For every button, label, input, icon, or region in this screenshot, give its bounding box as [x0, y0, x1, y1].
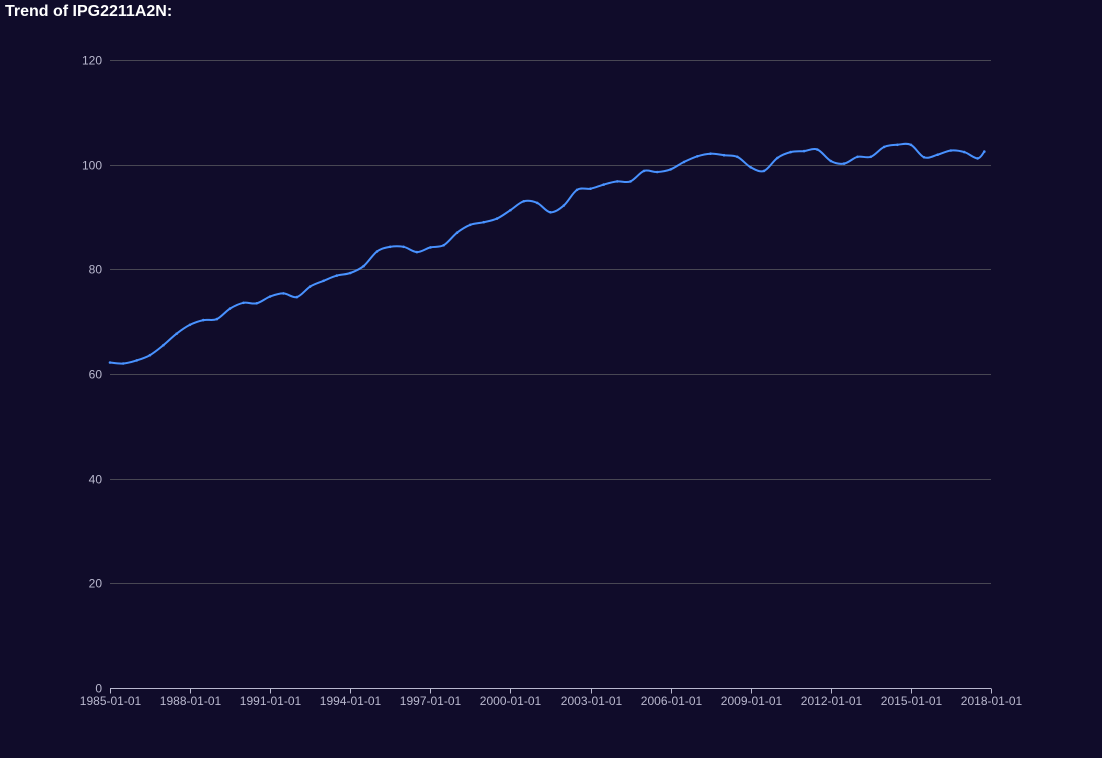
data-point	[936, 153, 939, 156]
y-tick-label: 40	[89, 473, 103, 487]
x-tick-label: 2012-01-01	[801, 694, 863, 708]
series-layer	[108, 142, 986, 365]
data-point	[736, 155, 739, 159]
data-point	[602, 183, 605, 186]
data-point	[415, 250, 419, 254]
y-tick-label: 20	[89, 577, 103, 591]
data-point	[909, 143, 913, 147]
data-point	[188, 323, 192, 327]
data-point	[349, 271, 352, 275]
data-point	[175, 332, 178, 336]
data-point	[722, 153, 726, 157]
x-tick-label: 1985-01-01	[80, 694, 142, 708]
data-point	[896, 143, 899, 147]
data-point	[922, 156, 926, 159]
data-point	[215, 317, 219, 321]
data-point	[442, 244, 445, 247]
data-point	[789, 150, 792, 154]
y-tick-label: 0	[95, 682, 102, 696]
data-point	[295, 295, 299, 299]
x-tick-label: 1994-01-01	[320, 694, 382, 708]
data-point	[842, 162, 846, 165]
x-tick-label: 2003-01-01	[561, 694, 623, 708]
data-point	[482, 220, 486, 224]
data-point	[976, 157, 979, 160]
data-point	[869, 155, 873, 159]
data-point	[388, 245, 392, 249]
data-point	[655, 170, 659, 174]
data-point	[776, 156, 779, 160]
x-tick-label: 1988-01-01	[160, 694, 222, 708]
data-point	[228, 307, 232, 310]
data-point	[856, 155, 859, 159]
x-axis	[110, 688, 992, 694]
data-point	[402, 245, 405, 249]
data-point	[268, 295, 272, 298]
data-point	[709, 152, 712, 155]
grid-lines	[110, 60, 991, 584]
y-tick-label: 80	[89, 263, 103, 277]
x-axis-labels: 1985-01-01 1988-01-01 1991-01-01 1994-01-01…	[80, 694, 1023, 708]
data-point	[335, 274, 339, 277]
data-point	[629, 180, 632, 183]
data-point	[135, 359, 138, 362]
data-point	[202, 318, 205, 322]
data-point	[495, 217, 499, 220]
data-point	[963, 150, 966, 154]
data-point	[983, 150, 986, 153]
y-axis-labels: 0 20 40 60 80 100 120	[82, 54, 102, 696]
data-point	[469, 223, 472, 227]
data-point	[322, 279, 325, 283]
data-point	[549, 211, 552, 214]
data-point	[829, 159, 833, 163]
data-point	[455, 231, 459, 234]
data-point	[615, 180, 619, 183]
data-point	[816, 148, 819, 151]
x-tick-label: 1991-01-01	[240, 694, 302, 708]
x-tick-label: 1997-01-01	[400, 694, 462, 708]
data-point	[669, 168, 672, 171]
data-point	[749, 166, 752, 169]
data-point	[362, 264, 365, 268]
data-point	[242, 301, 245, 305]
x-tick-label: 2000-01-01	[480, 694, 542, 708]
data-point	[282, 292, 285, 295]
data-point	[121, 362, 125, 365]
y-tick-label: 120	[82, 54, 102, 68]
series-line	[109, 142, 986, 365]
data-point	[535, 201, 539, 205]
data-point	[522, 200, 525, 203]
data-point	[108, 361, 112, 364]
chart-title: Trend of IPG2211A2N:	[5, 3, 173, 20]
data-point	[762, 169, 766, 173]
x-tick-label: 2009-01-01	[721, 694, 783, 708]
data-point	[589, 187, 592, 190]
data-point	[949, 149, 953, 152]
data-point	[148, 353, 152, 357]
data-point	[682, 160, 686, 164]
x-tick-label: 2015-01-01	[881, 694, 943, 708]
data-point	[696, 155, 699, 158]
data-point	[575, 188, 579, 192]
data-point	[642, 169, 646, 173]
y-tick-label: 60	[89, 368, 103, 382]
data-point	[308, 285, 312, 288]
data-point	[882, 145, 886, 149]
data-point	[509, 208, 512, 212]
x-tick-label: 2018-01-01	[961, 694, 1023, 708]
x-tick-label: 2006-01-01	[641, 694, 703, 708]
data-point	[255, 302, 258, 305]
data-point	[375, 250, 379, 253]
data-point	[802, 149, 806, 153]
data-point	[429, 246, 432, 249]
data-point	[562, 204, 566, 207]
data-point	[162, 343, 165, 347]
y-tick-label: 100	[82, 159, 102, 173]
